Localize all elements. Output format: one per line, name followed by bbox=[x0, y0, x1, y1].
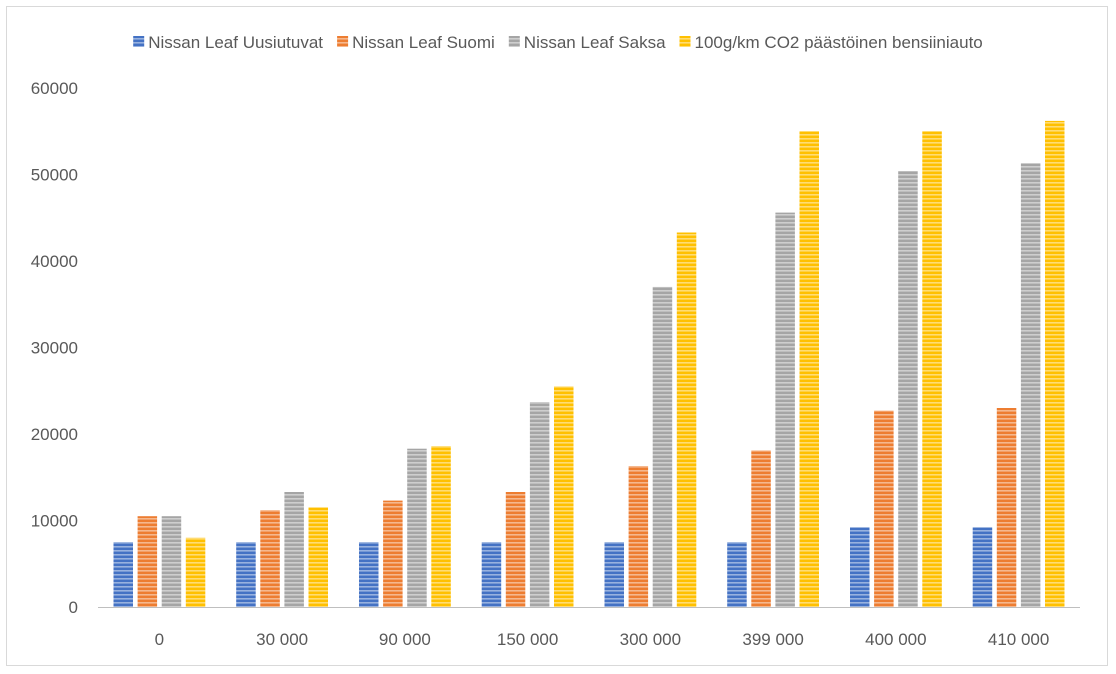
bar-nissan-leaf-suomi-90-000 bbox=[383, 500, 403, 607]
bar-100g-km-co2-p-st-inen-bensiiniauto-300-000 bbox=[676, 232, 697, 607]
bar-nissan-leaf-saksa-399-000 bbox=[775, 212, 795, 607]
bar-nissan-leaf-suomi-0 bbox=[137, 516, 158, 607]
legend: Nissan Leaf Uusiutuvat Nissan Leaf Suomi N… bbox=[133, 33, 983, 52]
bar-nissan-leaf-uusiutuvat-410-000 bbox=[972, 527, 993, 607]
bar-nissan-leaf-saksa-150-000 bbox=[529, 402, 550, 607]
bar-100g-km-co2-p-st-inen-bensiiniauto-410-000 bbox=[1045, 120, 1065, 608]
bar-nissan-leaf-uusiutuvat-400-000 bbox=[850, 527, 870, 607]
y-tick-label: 60000 bbox=[31, 79, 78, 98]
legend-item-nissan-leaf-uusiutuvat: Nissan Leaf Uusiutuvat bbox=[133, 33, 323, 52]
bar-100g-km-co2-p-st-inen-bensiiniauto-30-000 bbox=[308, 507, 328, 607]
x-tick-label: 300 000 bbox=[620, 630, 681, 649]
x-axis: 0 30 000 90 000 150 000 300 000 399 000 400 00… bbox=[98, 607, 1080, 649]
legend-label: Nissan Leaf Suomi bbox=[352, 33, 495, 52]
bar-nissan-leaf-uusiutuvat-399-000 bbox=[727, 542, 747, 607]
legend-label: Nissan Leaf Uusiutuvat bbox=[148, 33, 323, 52]
x-tick-label: 400 000 bbox=[865, 630, 926, 649]
x-tick-label: 399 000 bbox=[742, 630, 803, 649]
bar-nissan-leaf-saksa-90-000 bbox=[407, 448, 427, 607]
y-tick-label: 0 bbox=[69, 598, 78, 617]
plot-area bbox=[113, 120, 1065, 608]
legend-swatch bbox=[679, 36, 691, 47]
y-axis: 0 10000 20000 30000 40000 50000 60000 bbox=[31, 79, 78, 617]
legend-label: 100g/km CO2 päästöinen bensiiniauto bbox=[695, 33, 983, 52]
bar-nissan-leaf-saksa-0 bbox=[161, 516, 182, 607]
legend-item-nissan-leaf-suomi: Nissan Leaf Suomi bbox=[337, 33, 495, 52]
bar-nissan-leaf-uusiutuvat-30-000 bbox=[236, 542, 256, 607]
legend-swatch bbox=[337, 36, 349, 47]
bar-nissan-leaf-uusiutuvat-300-000 bbox=[604, 542, 624, 607]
y-tick-label: 50000 bbox=[31, 166, 78, 185]
bar-nissan-leaf-saksa-400-000 bbox=[898, 171, 918, 607]
bar-100g-km-co2-p-st-inen-bensiiniauto-150-000 bbox=[554, 386, 574, 607]
legend-swatch bbox=[508, 36, 520, 47]
bar-nissan-leaf-suomi-300-000 bbox=[628, 466, 649, 607]
bar-nissan-leaf-suomi-410-000 bbox=[996, 408, 1017, 607]
y-tick-label: 10000 bbox=[31, 512, 78, 531]
x-tick-label: 150 000 bbox=[497, 630, 558, 649]
x-tick-label: 0 bbox=[155, 630, 164, 649]
bar-nissan-leaf-saksa-300-000 bbox=[652, 286, 673, 607]
x-tick-label: 30 000 bbox=[256, 630, 308, 649]
legend-swatch bbox=[133, 36, 145, 47]
legend-label: Nissan Leaf Saksa bbox=[524, 33, 666, 52]
bar-nissan-leaf-suomi-400-000 bbox=[874, 410, 894, 607]
x-tick-label: 410 000 bbox=[988, 630, 1049, 649]
y-tick-label: 20000 bbox=[31, 425, 78, 444]
bar-nissan-leaf-suomi-30-000 bbox=[260, 510, 280, 607]
bar-100g-km-co2-p-st-inen-bensiiniauto-90-000 bbox=[431, 446, 451, 607]
bar-nissan-leaf-uusiutuvat-150-000 bbox=[481, 542, 502, 607]
bar-100g-km-co2-p-st-inen-bensiiniauto-400-000 bbox=[922, 131, 942, 608]
bar-nissan-leaf-saksa-30-000 bbox=[284, 492, 304, 607]
bar-nissan-leaf-uusiutuvat-90-000 bbox=[359, 542, 379, 607]
bar-nissan-leaf-suomi-399-000 bbox=[751, 450, 771, 607]
bar-100g-km-co2-p-st-inen-bensiiniauto-0 bbox=[185, 537, 206, 607]
bar-nissan-leaf-saksa-410-000 bbox=[1020, 163, 1041, 608]
bar-100g-km-co2-p-st-inen-bensiiniauto-399-000 bbox=[799, 131, 819, 608]
bar-nissan-leaf-uusiutuvat-0 bbox=[113, 542, 133, 607]
y-tick-label: 40000 bbox=[31, 252, 78, 271]
y-tick-label: 30000 bbox=[31, 339, 78, 358]
x-tick-label: 90 000 bbox=[379, 630, 431, 649]
legend-item-100g-km-co2-p-st-inen-bensiiniauto: 100g/km CO2 päästöinen bensiiniauto bbox=[679, 33, 983, 52]
legend-item-nissan-leaf-saksa: Nissan Leaf Saksa bbox=[508, 33, 666, 52]
bar-nissan-leaf-suomi-150-000 bbox=[505, 492, 526, 607]
